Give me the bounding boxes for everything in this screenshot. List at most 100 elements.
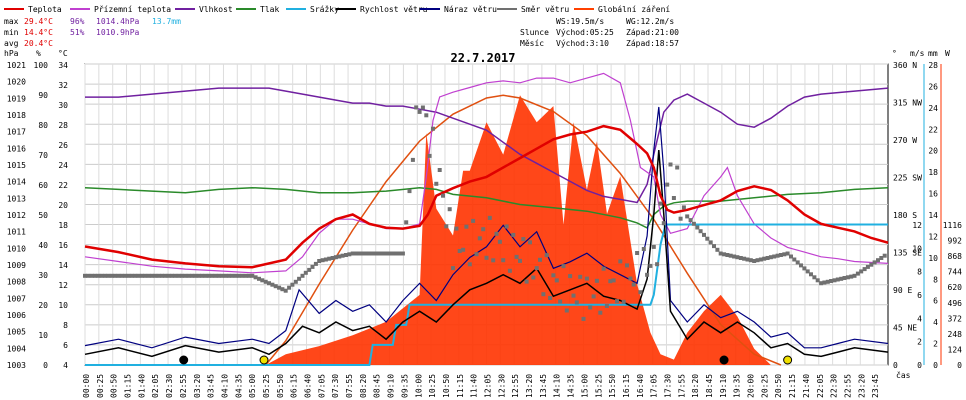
wind-direction-dot <box>758 257 763 262</box>
rain-tick: 22 <box>928 125 938 134</box>
stat-rain: 13.7mm <box>152 17 181 26</box>
wind-direction-dot <box>126 273 131 278</box>
time-tick: 04:10 <box>220 374 229 398</box>
wind-direction-dot <box>347 252 352 257</box>
direction-tick: 135 SE <box>893 249 922 258</box>
wind-direction-dot <box>541 292 546 297</box>
pressure-tick: 1012 <box>7 211 26 220</box>
wind-direction-dot <box>333 255 338 260</box>
humidity-tick: 90 <box>38 91 48 100</box>
wind-direction-dot <box>668 162 673 167</box>
pressure-tick: 1016 <box>7 144 26 153</box>
wind-direction-dot <box>869 262 874 267</box>
time-tick: 00:25 <box>96 374 105 398</box>
time-tick: 17:30 <box>664 374 673 398</box>
wind-direction-dot <box>323 257 328 262</box>
rain-tick: 26 <box>928 82 938 91</box>
wind-direction-dot <box>768 255 773 260</box>
wind-direction-dot <box>591 294 596 299</box>
wind-direction-dot <box>544 253 549 258</box>
wind-direction-dot <box>702 232 706 237</box>
wind-direction-dot <box>732 254 737 259</box>
wind-direction-dot <box>283 288 288 293</box>
clear-sky-radiation-line <box>265 94 782 366</box>
wind-direction-dot <box>183 273 188 278</box>
time-tick: 19:35 <box>733 374 742 398</box>
time-tick: 14:35 <box>567 374 576 398</box>
wind-direction-dot <box>651 244 656 249</box>
humidity-tick: 60 <box>38 181 48 190</box>
wind-direction-dot <box>688 218 693 223</box>
wind-direction-dot <box>270 282 275 287</box>
wind-direction-dot <box>344 253 348 257</box>
info-sun-rise: Východ:05:25 <box>556 28 614 37</box>
time-tick: 07:05 <box>317 374 326 398</box>
wind-direction-dot <box>611 278 616 283</box>
radiation-tick: 992 <box>948 237 963 246</box>
pressure-tick: 1018 <box>7 111 26 120</box>
wind-direction-dot <box>206 273 211 278</box>
wind-direction-dot <box>377 251 382 256</box>
temperature-tick: 14 <box>58 261 68 270</box>
wind-direction-dot <box>484 255 489 260</box>
legend-label: Náraz větru <box>444 5 497 14</box>
wind-direction-dot <box>795 260 800 265</box>
radiation-tick: 1116 <box>943 221 962 230</box>
wind-direction-dot <box>685 214 690 219</box>
wind-direction-dot <box>447 207 452 212</box>
time-tick: 15:25 <box>594 374 603 398</box>
unit-w: W <box>945 49 950 58</box>
direction-tick: 90 E <box>893 286 912 295</box>
legend-label: Přízemní teplota <box>94 5 171 14</box>
wind-direction-dot <box>835 277 840 282</box>
rain-tick: 2 <box>933 340 938 349</box>
stat-pressure: 1014.4hPa <box>96 17 140 26</box>
time-tick: 13:20 <box>525 374 534 398</box>
wind-direction-dot <box>310 264 315 269</box>
wind-direction-dot <box>594 278 599 283</box>
info-sun-label: Slunce <box>520 28 549 37</box>
wind-direction-dot <box>497 239 502 244</box>
wind-direction-dot <box>608 279 613 284</box>
wind-direction-dot <box>521 237 526 242</box>
time-tick: 06:40 <box>304 374 313 398</box>
time-tick: 21:15 <box>788 374 797 398</box>
info-moon-label: Měsíc <box>520 39 544 48</box>
wind-direction-dot <box>638 290 643 295</box>
pressure-tick: 1004 <box>7 344 26 353</box>
wind-direction-dot <box>420 105 425 110</box>
moon-marker <box>179 355 189 365</box>
wind-direction-dot <box>852 273 857 278</box>
wind-direction-dot <box>742 256 747 261</box>
temperature-tick: 30 <box>58 101 68 110</box>
humidity-tick: 10 <box>38 331 48 340</box>
wind-direction-dot <box>99 273 104 278</box>
humidity-tick: 0 <box>43 361 48 370</box>
wind-direction-dot <box>103 273 108 278</box>
chart-title: 22.7.2017 <box>450 51 515 65</box>
wind-direction-dot <box>765 256 770 260</box>
wind-direction-dot <box>725 253 730 257</box>
wind-direction-dot <box>665 182 670 187</box>
wind-direction-dot <box>236 273 241 278</box>
wind-direction-dot <box>678 216 683 221</box>
wind-direction-dot <box>558 299 563 304</box>
unit-mm: mm <box>928 49 938 58</box>
wind-direction-dot <box>859 269 864 274</box>
radiation-tick: 248 <box>948 330 963 339</box>
time-tick: 22:55 <box>844 374 853 398</box>
temperature-tick: 20 <box>58 201 68 210</box>
time-tick: 09:10 <box>387 374 396 398</box>
wind-direction-dot <box>170 273 174 278</box>
wind-direction-dot <box>360 251 365 256</box>
wind-direction-dot <box>290 282 295 287</box>
wind-direction-dot <box>491 258 496 263</box>
wind-direction-dot <box>223 273 228 278</box>
wind-direction-dot <box>320 258 325 263</box>
wind-direction-dot <box>728 253 733 258</box>
wind-direction-dot <box>514 254 519 259</box>
time-tick: 20:50 <box>774 374 783 398</box>
wind-direction-dot <box>805 269 810 274</box>
wind-direction-dot <box>531 275 536 280</box>
wind-direction-dot <box>143 273 148 278</box>
